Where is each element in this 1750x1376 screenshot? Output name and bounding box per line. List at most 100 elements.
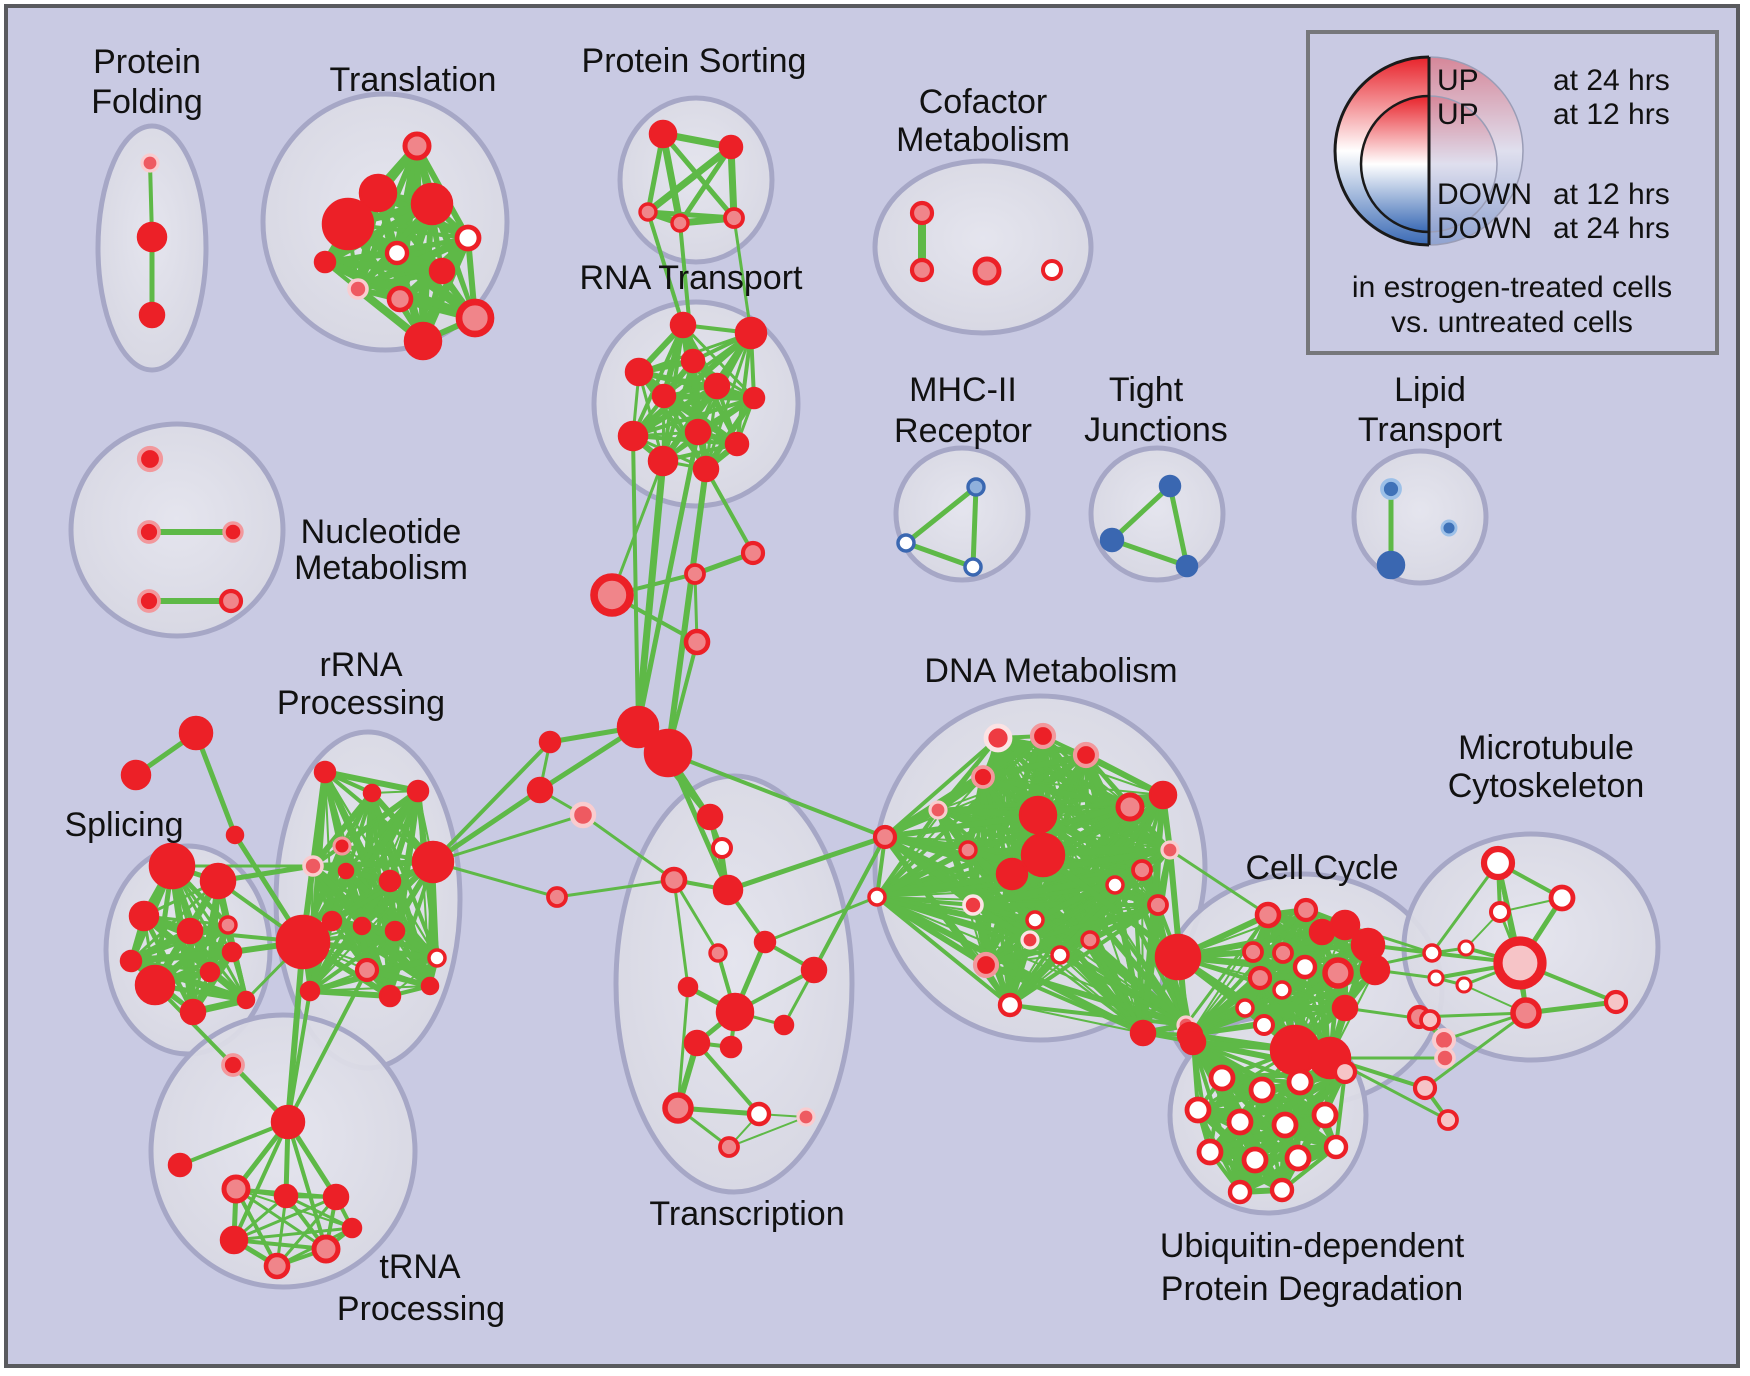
network-node-tr — [402, 131, 432, 161]
legend-row0-time: at 24 hrs — [1553, 64, 1670, 97]
network-node-rr — [299, 980, 321, 1002]
cluster-label-lt-line1: Transport — [1358, 411, 1503, 449]
network-edge — [127, 948, 236, 965]
network-edge — [309, 925, 363, 992]
network-node-dm — [1025, 910, 1045, 930]
network-node-dm — [1020, 930, 1040, 950]
network-node-free — [683, 628, 711, 656]
network-node-mt — [1457, 939, 1475, 957]
network-node-free — [120, 759, 152, 791]
network-node-tc — [715, 992, 755, 1032]
cluster-label-cm-line1: Metabolism — [896, 121, 1070, 159]
network-node-ub — [1332, 1059, 1358, 1085]
network-node-mh — [896, 533, 916, 553]
network-edge — [876, 794, 1164, 898]
network-edge — [1334, 1070, 1347, 1149]
network-edge — [1207, 1144, 1339, 1155]
network-node-sp — [176, 917, 204, 945]
network-node-rt — [624, 357, 654, 387]
network-node-free — [178, 715, 214, 751]
network-edge — [232, 1195, 338, 1242]
network-node-rr — [313, 760, 337, 784]
network-node-rt — [734, 316, 768, 350]
network-node-dm — [1080, 930, 1100, 950]
network-node-free — [1434, 1047, 1456, 1069]
network-node-nm — [136, 445, 164, 473]
network-node-free — [1422, 943, 1442, 963]
network-edge — [631, 323, 685, 438]
network-edge — [1109, 537, 1190, 569]
cluster-label-tn-line1: Processing — [337, 1290, 505, 1328]
network-edge — [661, 393, 757, 401]
network-edge — [735, 331, 753, 446]
network-edge — [1262, 968, 1377, 1027]
cluster-label-rt-line0: RNA Transport — [580, 259, 804, 297]
cluster-label-cm-line0: Cofactor — [919, 83, 1048, 121]
legend-row2-time: at 12 hrs — [1553, 178, 1670, 211]
network-node-ub — [1241, 1146, 1269, 1174]
network-node-tr — [358, 173, 398, 213]
network-node-free — [569, 801, 597, 829]
cluster-label-dm-line0: DNA Metabolism — [924, 652, 1177, 690]
network-node-tn — [167, 1152, 193, 1178]
network-node-cc — [1331, 994, 1359, 1022]
network-node-tr — [384, 240, 410, 266]
network-node-ub — [1226, 1108, 1254, 1136]
network-edge — [1109, 483, 1173, 543]
network-node-sp — [148, 842, 196, 890]
network-node-tn — [221, 1174, 251, 1204]
network-node-cm — [909, 257, 935, 283]
network-edge — [1140, 902, 1161, 1036]
network-node-cc — [1235, 998, 1255, 1018]
network-node-sp — [128, 900, 160, 932]
network-edge — [310, 790, 375, 869]
cluster-label-tc-line0: Transcription — [649, 1195, 844, 1233]
network-node-tr — [454, 224, 482, 252]
network-edge — [1168, 848, 1270, 917]
network-node-dm — [1147, 894, 1169, 916]
network-node-free — [546, 886, 568, 908]
network-edge — [1008, 1003, 1188, 1027]
network-node-rr — [420, 976, 440, 996]
network-edge — [1195, 1107, 1328, 1118]
network-edge — [631, 396, 756, 438]
network-node-free — [225, 825, 245, 845]
network-node-cc — [1272, 980, 1292, 1000]
network-node-sp — [221, 941, 243, 963]
network-node-tc — [796, 1107, 816, 1127]
network-node-rr — [378, 869, 402, 893]
network-edge — [672, 878, 690, 989]
network-node-tc — [711, 837, 733, 859]
cluster-shape-mh — [893, 445, 1031, 583]
network-node-rr — [378, 984, 402, 1008]
network-edge — [678, 221, 695, 363]
network-node-dm — [997, 992, 1023, 1018]
network-node-cc — [1359, 954, 1391, 986]
network-node-tr — [386, 285, 414, 313]
network-node-tc — [773, 1014, 795, 1036]
network-node-rt — [703, 372, 731, 400]
network-node-mt — [1510, 997, 1542, 1029]
network-edge — [1189, 914, 1269, 1036]
network-edge — [876, 776, 984, 898]
network-edge — [321, 258, 446, 275]
cluster-label-nm-line1: Metabolism — [294, 549, 468, 587]
legend-row2-direction: DOWN — [1437, 178, 1532, 211]
cluster-label-pf-line1: Folding — [91, 83, 203, 121]
legend-row1-direction: UP — [1437, 98, 1479, 131]
network-node-cc — [1154, 933, 1202, 981]
cluster-shape-lt — [1351, 448, 1489, 586]
network-node-ub — [1248, 1076, 1276, 1104]
network-node-tc — [719, 1035, 743, 1059]
network-node-ub — [1311, 1101, 1339, 1129]
cluster-label-pf-line0: Protein — [93, 43, 201, 81]
network-node-tc — [677, 976, 699, 998]
network-edge — [874, 894, 1146, 1036]
network-node-cc — [1247, 965, 1273, 991]
network-edge — [235, 1188, 353, 1229]
network-node-dm — [972, 951, 1000, 979]
network-node-ub — [1179, 1028, 1207, 1056]
network-edge — [1237, 1144, 1339, 1195]
network-edge — [984, 963, 1145, 1035]
network-node-tr — [410, 182, 454, 226]
